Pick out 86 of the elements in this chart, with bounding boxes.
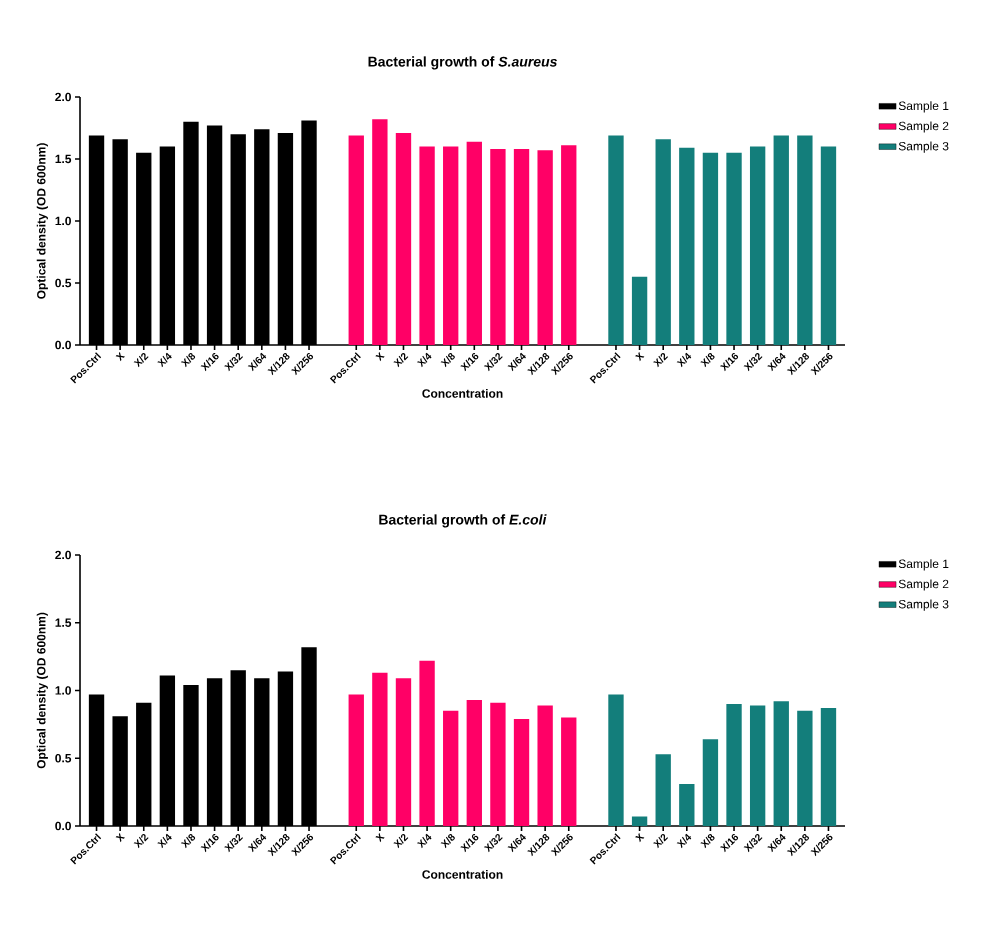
bar [490, 149, 506, 345]
bar [608, 694, 624, 826]
bar [537, 705, 553, 826]
x-axis-title: Concentration [422, 869, 503, 879]
bar [820, 708, 837, 826]
bar [490, 702, 506, 826]
bar [679, 147, 695, 345]
bar [466, 699, 482, 826]
legend-label: Sample 3 [898, 599, 949, 611]
x-tick-label: X/8 [700, 833, 715, 849]
bar [655, 139, 671, 345]
x-tick-label: X [115, 351, 125, 362]
bar [395, 678, 412, 826]
y-tick-label: 1.0 [55, 216, 71, 226]
bar [749, 146, 766, 345]
y-tick-label: 0.5 [55, 278, 72, 288]
y-tick-label: 1.5 [55, 154, 72, 164]
bar [773, 701, 789, 826]
bar [372, 119, 388, 345]
x-tick-label: X/4 [157, 833, 172, 849]
y-tick-label: 2.0 [55, 92, 71, 102]
x-tick-label: X/4 [416, 352, 432, 368]
bar [749, 705, 766, 826]
bar [773, 135, 789, 345]
y-axis-title: Optical density (OD 600nm) [36, 612, 48, 769]
bar [443, 710, 459, 826]
legend-label: Sample 2 [898, 121, 949, 133]
bar [513, 149, 530, 345]
x-tick-label: X/4 [676, 352, 692, 368]
bar [797, 135, 813, 345]
bar [608, 135, 624, 345]
bar [537, 150, 553, 345]
bar [372, 672, 388, 826]
y-tick-label: 0.0 [55, 340, 71, 350]
bar [348, 135, 364, 345]
chart-title: Bacterial growth of S.aureus [368, 56, 557, 70]
x-tick-label: X/4 [416, 833, 432, 849]
x-tick-label: X/2 [393, 834, 409, 849]
x-tick-label: X/8 [180, 352, 196, 368]
bar [726, 152, 742, 345]
y-tick-label: 2.0 [55, 550, 71, 560]
x-tick-label: X/2 [653, 834, 669, 849]
bar [513, 718, 530, 826]
bar [561, 717, 577, 826]
x-tick-label: X/8 [440, 352, 455, 368]
x-tick-label: X/8 [700, 352, 715, 368]
bar [702, 739, 719, 826]
bar [797, 710, 813, 826]
bar [348, 694, 364, 826]
bar [726, 704, 742, 826]
x-tick-label: X [375, 351, 385, 362]
x-tick-label: X [635, 351, 645, 362]
bar [655, 754, 671, 826]
legend-label: Sample 1 [898, 559, 949, 571]
bar [419, 146, 435, 345]
bar [702, 152, 719, 345]
y-axis-title: Optical density (OD 600nm) [36, 143, 48, 299]
bar [631, 816, 648, 826]
bar [820, 146, 837, 345]
bar [419, 660, 435, 826]
x-tick-label: X/4 [676, 833, 692, 849]
legend-label: Sample 1 [898, 101, 949, 113]
x-tick-label: X/2 [393, 353, 409, 368]
y-tick-label: 1.5 [55, 618, 72, 627]
x-tick-label: X/2 [133, 353, 149, 368]
legend-label: Sample 3 [898, 141, 949, 153]
bar [466, 141, 482, 345]
legend-label: Sample 2 [898, 579, 949, 591]
y-tick-label: 1.0 [55, 686, 71, 695]
x-axis-title: Concentration [422, 388, 503, 398]
bar [679, 783, 695, 826]
x-tick-label: X/2 [653, 353, 669, 368]
x-tick-label: X [115, 832, 125, 843]
bar [561, 145, 577, 345]
x-tick-label: X [375, 832, 385, 843]
bar [443, 146, 459, 345]
x-tick-label: X/8 [180, 833, 196, 849]
y-tick-label: 0.5 [55, 753, 72, 763]
x-tick-label: X [635, 832, 645, 843]
bar [395, 132, 412, 345]
x-tick-label: X/2 [133, 834, 149, 849]
bar [631, 276, 648, 345]
x-tick-label: X/8 [440, 833, 455, 849]
x-tick-label: X/4 [157, 352, 172, 368]
chart-title: Bacterial growth of E.coli [379, 514, 547, 528]
y-tick-label: 0.0 [55, 821, 71, 831]
